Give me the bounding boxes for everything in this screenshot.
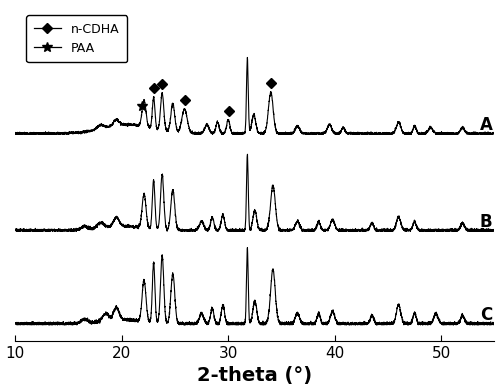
X-axis label: 2-theta (°): 2-theta (°)	[198, 366, 312, 386]
Legend: n-CDHA, PAA: n-CDHA, PAA	[26, 15, 128, 63]
Text: C: C	[480, 306, 492, 324]
Text: A: A	[480, 116, 492, 134]
Text: B: B	[480, 213, 492, 231]
